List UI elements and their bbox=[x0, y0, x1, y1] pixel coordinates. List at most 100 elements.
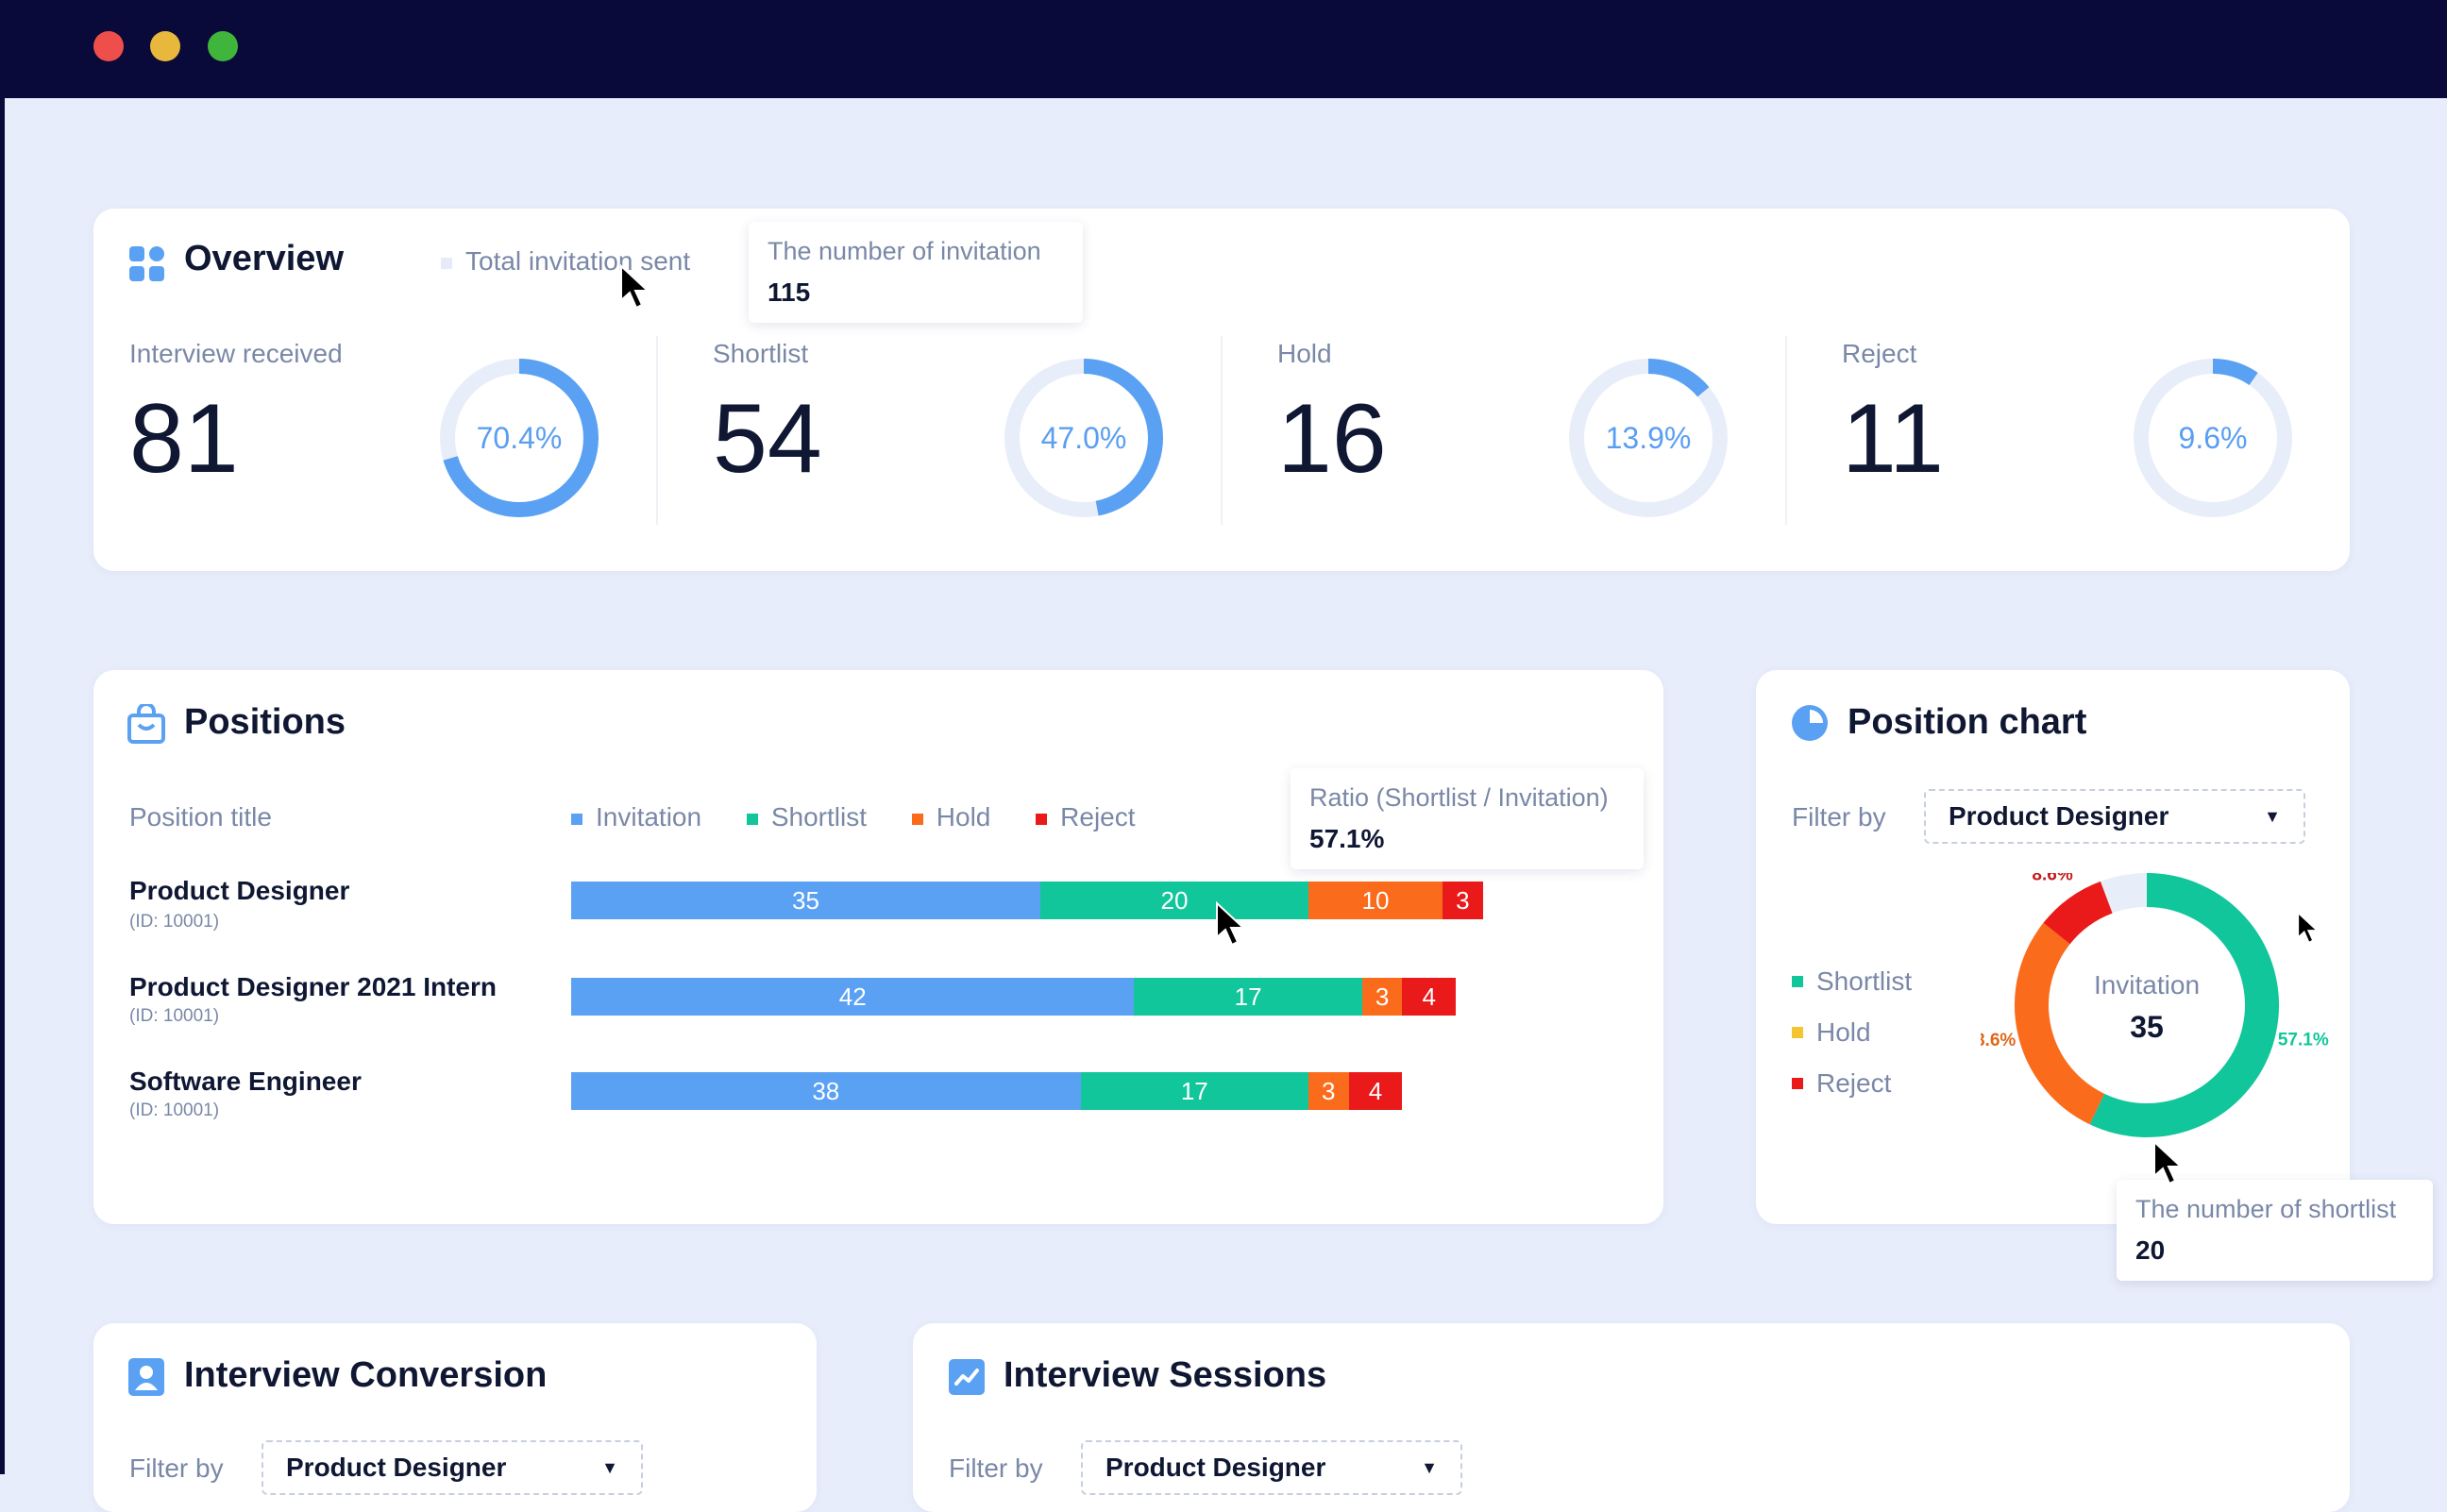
stat-label: Reject bbox=[1842, 339, 1917, 368]
trend-chart-icon bbox=[949, 1359, 985, 1395]
positions-legend: Invitation Shortlist Hold Reject bbox=[571, 802, 1173, 832]
slice-label-shortlist: 57.1% bbox=[2278, 1031, 2329, 1050]
stacked-bar[interactable]: 42 17 3 4 bbox=[571, 978, 1457, 1016]
legend-swatch bbox=[1792, 976, 1803, 987]
donut-center-value: 35 bbox=[2130, 1010, 2164, 1044]
legend-swatch bbox=[911, 813, 923, 825]
bar-segment-shortlist[interactable]: 17 bbox=[1080, 1072, 1308, 1110]
legend-label: Reject bbox=[1060, 802, 1136, 832]
chevron-down-icon: ▼ bbox=[2264, 806, 2281, 826]
user-badge-icon bbox=[128, 1358, 164, 1396]
mouse-cursor-icon bbox=[2297, 912, 2319, 944]
legend-label: Hold bbox=[1816, 1017, 1871, 1047]
stat-value: 54 bbox=[713, 384, 822, 494]
shopping-bag-icon bbox=[127, 704, 165, 744]
tooltip-value: 57.1% bbox=[1309, 824, 1385, 853]
position-name: Product Designer bbox=[129, 876, 350, 905]
donut-slice-reject[interactable] bbox=[2043, 881, 2114, 945]
position-name: Product Designer 2021 Intern bbox=[129, 972, 498, 1001]
window-maximize-button[interactable] bbox=[208, 31, 238, 61]
legend-label: Reject bbox=[1816, 1068, 1892, 1098]
legend-swatch bbox=[1792, 1027, 1803, 1038]
legend-swatch bbox=[1036, 813, 1048, 825]
interview-conversion-title: Interview Conversion bbox=[184, 1355, 548, 1395]
filter-label: Filter by bbox=[1792, 802, 1886, 832]
donut-slice-hold[interactable] bbox=[2015, 922, 2105, 1125]
filter-label: Filter by bbox=[949, 1453, 1043, 1483]
position-chart-title: Position chart bbox=[1848, 702, 2087, 742]
window-titlebar bbox=[0, 0, 2447, 98]
stacked-bar[interactable]: 38 17 3 4 bbox=[571, 1072, 1403, 1110]
donut-slice-shortlist[interactable] bbox=[2089, 873, 2279, 1137]
filter-label: Filter by bbox=[129, 1453, 224, 1483]
bar-segment-invitation[interactable]: 38 bbox=[571, 1072, 1081, 1110]
window-minimize-button[interactable] bbox=[150, 31, 180, 61]
bar-segment-hold[interactable]: 10 bbox=[1308, 882, 1443, 919]
conversion-filter-select[interactable]: Product Designer ▼ bbox=[262, 1440, 643, 1495]
positions-title: Positions bbox=[184, 702, 346, 742]
divider bbox=[1785, 336, 1787, 525]
legend-swatch bbox=[441, 257, 452, 269]
legend-label: Shortlist bbox=[770, 802, 868, 832]
bar-segment-hold[interactable]: 3 bbox=[1361, 978, 1403, 1016]
overview-legend: Total invitation sent bbox=[441, 246, 690, 277]
bar-segment-reject[interactable]: 4 bbox=[1402, 978, 1457, 1016]
chevron-down-icon: ▼ bbox=[601, 1457, 618, 1477]
ring-percent-label: 13.9% bbox=[1606, 421, 1692, 455]
legend-swatch bbox=[746, 813, 758, 825]
interview-conversion-card: Interview Conversion Filter by Product D… bbox=[93, 1323, 817, 1512]
bar-segment-hold[interactable]: 3 bbox=[1308, 1072, 1349, 1110]
window-edge bbox=[0, 98, 5, 1474]
position-title-header: Position title bbox=[129, 802, 272, 832]
position-filter-select[interactable]: Product Designer ▼ bbox=[1924, 789, 2305, 844]
tooltip-value: 115 bbox=[768, 277, 811, 307]
stat-label: Interview received bbox=[129, 339, 343, 368]
bar-segment-invitation[interactable]: 35 bbox=[571, 882, 1040, 919]
slice-label-hold: 28.6% bbox=[1981, 1031, 2016, 1050]
slice-label-reject: 8.6% bbox=[2032, 873, 2072, 884]
stat-ring: 9.6% bbox=[2134, 359, 2292, 517]
overview-legend-label: Total invitation sent bbox=[465, 246, 691, 276]
tooltip-label: Ratio (Shortlist / Invitation) bbox=[1309, 783, 1609, 812]
stat-ring: 70.4% bbox=[440, 359, 599, 517]
grid-icon bbox=[129, 246, 164, 281]
legend-swatch bbox=[1792, 1078, 1803, 1089]
stat-value: 11 bbox=[1842, 384, 1944, 494]
bar-segment-reject[interactable]: 4 bbox=[1348, 1072, 1403, 1110]
stat-label: Shortlist bbox=[713, 339, 809, 368]
tooltip-label: The number of shortlist bbox=[2135, 1195, 2397, 1223]
bar-segment-reject[interactable]: 3 bbox=[1443, 882, 1483, 919]
bar-segment-invitation[interactable]: 42 bbox=[571, 978, 1135, 1016]
sessions-filter-select[interactable]: Product Designer ▼ bbox=[1081, 1440, 1462, 1495]
mouse-cursor-icon bbox=[1216, 901, 1246, 947]
donut-center-label: Invitation bbox=[2094, 970, 2200, 1000]
bar-segment-shortlist[interactable]: 20 bbox=[1040, 882, 1308, 919]
legend-item-reject: Reject bbox=[1792, 1058, 1912, 1109]
interview-sessions-title: Interview Sessions bbox=[1004, 1355, 1327, 1395]
ring-percent-label: 70.4% bbox=[477, 421, 563, 455]
divider bbox=[1221, 336, 1223, 525]
bar-segment-shortlist[interactable]: 17 bbox=[1134, 978, 1362, 1016]
pie-chart-icon bbox=[1792, 705, 1828, 741]
interview-sessions-card: Interview Sessions Filter by Product Des… bbox=[913, 1323, 2350, 1512]
legend-label: Shortlist bbox=[1816, 966, 1913, 996]
legend-swatch bbox=[571, 813, 582, 825]
position-id: (ID: 10001) bbox=[129, 1006, 220, 1026]
window-close-button[interactable] bbox=[93, 31, 124, 61]
legend-label: Hold bbox=[936, 802, 991, 832]
position-donut-chart[interactable]: 57.1% 28.6% 8.6% Invitation 35 bbox=[1981, 873, 2330, 1194]
mouse-cursor-icon bbox=[2153, 1140, 2184, 1185]
filter-value: Product Designer bbox=[1949, 801, 2169, 831]
ring-progress bbox=[1004, 359, 1163, 517]
mouse-cursor-icon bbox=[620, 264, 650, 310]
filter-value: Product Designer bbox=[286, 1453, 507, 1482]
stat-ring: 47.0% bbox=[1004, 359, 1163, 517]
legend-item-shortlist: Shortlist bbox=[746, 802, 868, 832]
shortlist-tooltip: The number of shortlist 20 bbox=[2117, 1180, 2433, 1281]
divider bbox=[656, 336, 658, 525]
stacked-bar[interactable]: 35 20 10 3 bbox=[571, 882, 1483, 919]
legend-label: Invitation bbox=[596, 802, 702, 832]
position-chart-card: Position chart Filter by Product Designe… bbox=[1756, 670, 2350, 1224]
stat-label: Hold bbox=[1277, 339, 1332, 368]
stat-value: 16 bbox=[1277, 384, 1387, 494]
